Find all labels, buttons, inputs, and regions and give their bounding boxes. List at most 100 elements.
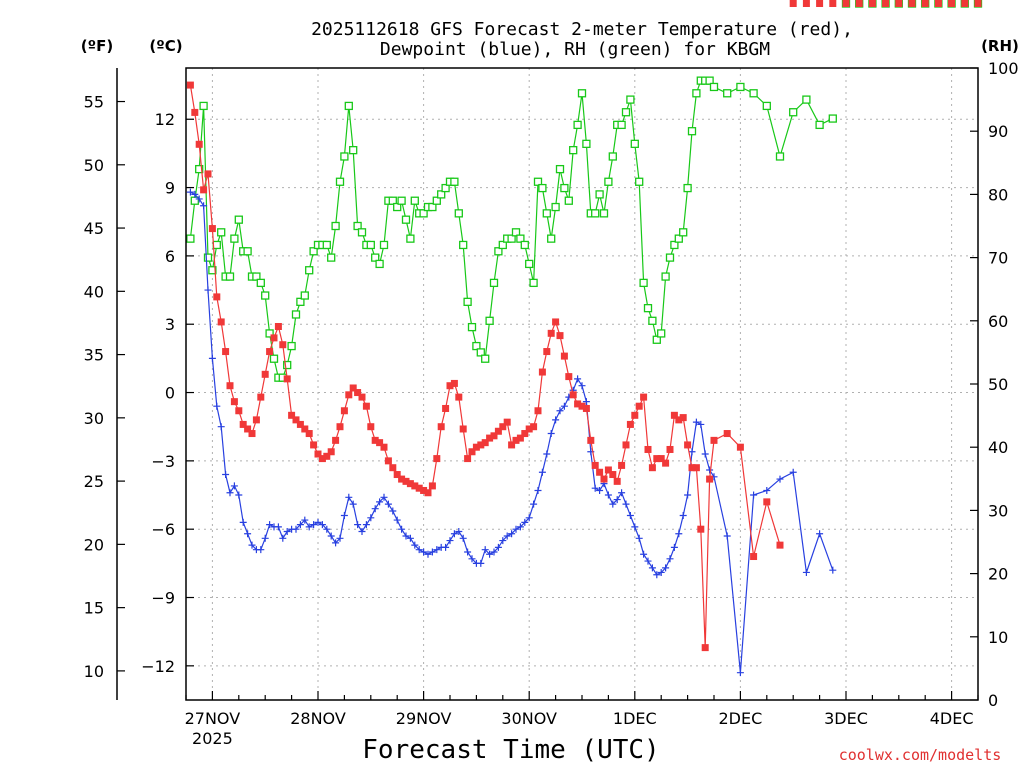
temp-point xyxy=(248,430,256,438)
rh-point xyxy=(335,177,345,186)
rh-point xyxy=(679,228,688,237)
rh-point xyxy=(591,209,600,218)
dewpoint-point xyxy=(428,548,436,556)
dewpoint-point xyxy=(266,521,274,529)
rh-point xyxy=(705,76,714,85)
rh-point xyxy=(639,278,648,288)
dewpoint-point xyxy=(384,500,392,508)
temp-point xyxy=(305,430,313,438)
temp-point xyxy=(314,450,322,458)
rh-point xyxy=(520,240,529,250)
dewpoint-point xyxy=(829,566,837,574)
f-tick-label: 55 xyxy=(84,93,104,112)
temp-point xyxy=(565,373,573,381)
rh-point xyxy=(344,101,353,111)
temp-point xyxy=(934,0,942,7)
dewpoint-point xyxy=(723,532,731,540)
x-tick-year: 2025 xyxy=(192,729,233,748)
temp-point xyxy=(688,464,696,472)
rh-point xyxy=(265,329,274,338)
dewpoint-point xyxy=(340,512,348,520)
temp-point xyxy=(578,402,586,410)
dewpoint-point xyxy=(763,486,771,494)
dewpoint-point xyxy=(389,507,397,515)
dewpoint-point xyxy=(538,468,546,476)
dewpoint-point xyxy=(393,516,401,524)
x-tick-label: 4DEC xyxy=(930,709,974,728)
temp-point xyxy=(552,318,560,326)
dewpoint-point xyxy=(222,471,230,479)
f-tick-label: 35 xyxy=(84,346,104,365)
rh-point xyxy=(463,297,472,306)
dewpoint-point xyxy=(604,491,612,499)
temp-point xyxy=(508,441,516,449)
dewpoint-point xyxy=(692,418,700,426)
dewpoint-point xyxy=(578,382,586,390)
dewpoint-point xyxy=(411,541,419,549)
temp-point xyxy=(802,0,810,7)
rh-point xyxy=(635,177,644,186)
temp-point xyxy=(376,439,384,447)
temp-point xyxy=(213,293,221,301)
rh-point xyxy=(349,146,358,155)
credit-link[interactable]: coolwx.com/modelts xyxy=(839,746,1002,764)
rh-point xyxy=(674,234,683,243)
series-group xyxy=(187,0,983,677)
rh-point xyxy=(419,209,428,218)
chart-title-line2: Dewpoint (blue), RH (green) for KBGM xyxy=(380,39,770,60)
rh-point xyxy=(626,95,635,104)
rh-point xyxy=(652,335,661,344)
rh-point xyxy=(555,164,565,174)
temp-point xyxy=(618,461,626,469)
rh-point xyxy=(243,247,252,256)
dewpoint-point xyxy=(706,466,714,474)
temp-point xyxy=(701,644,709,652)
dewpoint-point xyxy=(648,564,656,572)
temp-point xyxy=(591,461,599,469)
temp-point xyxy=(706,475,714,483)
rh-point xyxy=(467,322,477,332)
c-tick-label: −6 xyxy=(151,520,175,539)
f-tick-label: 50 xyxy=(84,156,104,175)
dewpoint-point xyxy=(736,669,744,677)
rh-point xyxy=(331,221,340,231)
dewpoint-point xyxy=(446,537,454,545)
dewpoint-point xyxy=(582,398,590,406)
rh-tick-label: 100 xyxy=(988,59,1019,78)
temp-point xyxy=(230,398,238,406)
rh-point xyxy=(481,354,490,363)
dewpoint-point xyxy=(657,568,665,576)
dewpoint-point xyxy=(433,546,441,554)
temp-point xyxy=(684,441,692,449)
x-tick-label: 27NOV xyxy=(185,709,241,728)
dewpoint-point xyxy=(354,521,362,529)
temp-point xyxy=(323,452,331,460)
temp-point xyxy=(882,0,890,7)
temp-point xyxy=(288,411,296,419)
dewpoint-point xyxy=(816,530,824,538)
temp-point xyxy=(340,407,348,415)
temp-point xyxy=(640,393,648,401)
dewpoint-point xyxy=(367,514,375,522)
temp-point xyxy=(200,186,208,194)
dewpoint-point xyxy=(332,539,340,547)
dewpoint-point xyxy=(508,530,516,538)
rh-point xyxy=(252,272,261,281)
temp-point xyxy=(868,0,876,7)
rh-tick-label: 80 xyxy=(988,185,1008,204)
temp-point xyxy=(437,423,445,431)
temp-point xyxy=(895,0,903,7)
dewpoint-point xyxy=(750,491,758,499)
c-tick-label: 12 xyxy=(155,110,175,129)
temp-point xyxy=(789,0,797,7)
temp-point xyxy=(486,434,494,442)
temp-point xyxy=(613,477,621,485)
rh-point xyxy=(538,183,547,193)
temp-point xyxy=(666,445,674,453)
dewpoint-point xyxy=(336,534,344,542)
x-axis-label: Forecast Time (UTC) xyxy=(362,735,659,765)
temp-point xyxy=(675,416,683,424)
chart-title-line1: 2025112618 GFS Forecast 2-meter Temperat… xyxy=(311,19,853,40)
rh-point xyxy=(225,272,235,281)
grid xyxy=(186,68,978,700)
